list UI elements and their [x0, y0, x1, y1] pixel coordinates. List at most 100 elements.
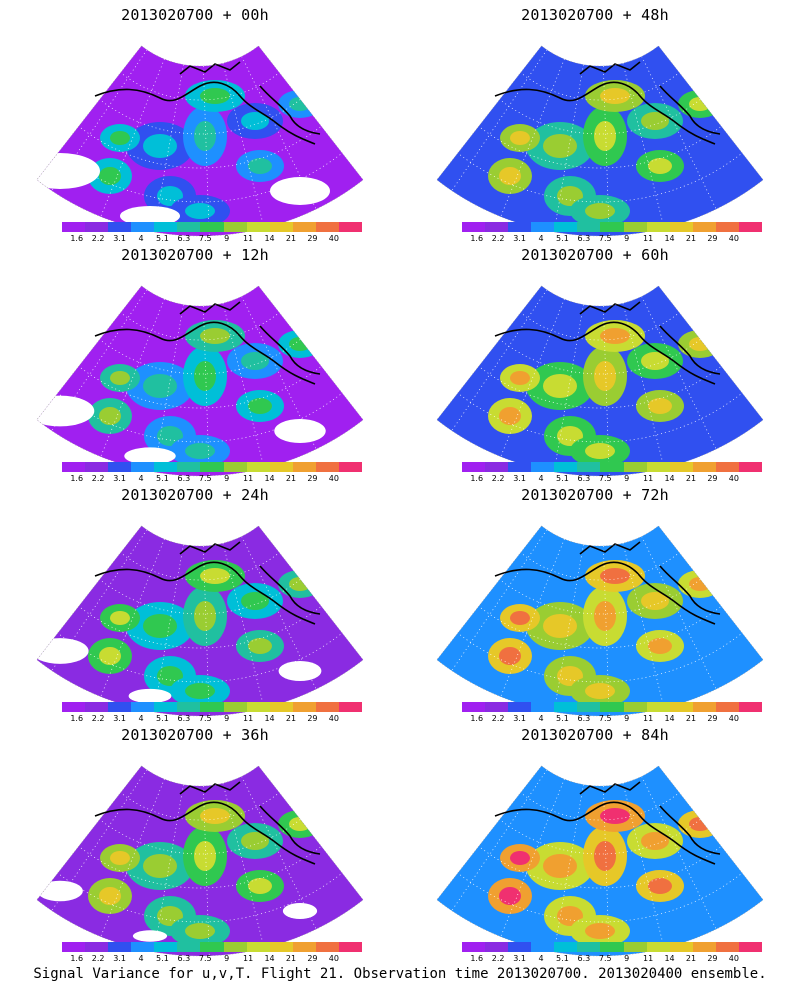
colorbar-swatch	[269, 222, 293, 232]
variance-contour	[585, 203, 615, 219]
variance-contour	[600, 328, 630, 344]
colorbar-tick-label: 9	[624, 474, 630, 483]
longitude-line	[641, 56, 717, 210]
colorbar-swatch	[269, 942, 293, 952]
variance-map	[436, 765, 764, 957]
colorbar: 1.6 2.2 3.1 4 5.1 6.3 7.5 9 11 14 21 29 40	[462, 222, 763, 244]
panel-title: 2013020700 + 24h	[121, 486, 269, 504]
variance-contour	[600, 568, 630, 584]
variance-contour	[200, 568, 230, 584]
colorbar: 1.6 2.2 3.1 4 5.1 6.3 7.5 9 11 14 21 29 40	[62, 462, 363, 484]
colorbar-tick-label: 4	[538, 474, 544, 483]
colorbar-swatch	[623, 462, 647, 472]
longitude-line	[51, 49, 148, 191]
colorbar-swatch	[600, 702, 624, 712]
colorbar-swatch	[462, 942, 486, 952]
colorbar-tick-label: 2.2	[491, 474, 505, 483]
colorbar-tick-label: 1.6	[470, 954, 484, 963]
colorbar-swatch	[131, 222, 155, 232]
colorbar-swatch	[292, 702, 316, 712]
variance-contour	[99, 647, 121, 665]
colorbar-tick-label: 21	[685, 714, 697, 723]
forecast-panel: 2013020700 + 48h 1.6 2.2 3.1 4 5.1 6.3 7.5 9 11 14…	[400, 0, 790, 245]
no-data-area	[282, 903, 318, 919]
colorbar-tick-label: 2.2	[91, 474, 105, 483]
colorbar-tick-label: 4	[138, 954, 144, 963]
colorbar-tick-label: 21	[285, 954, 297, 963]
variance-map	[36, 525, 364, 717]
colorbar-tick-label: 1.6	[470, 234, 484, 243]
colorbar-tick-label: 7.5	[598, 234, 612, 243]
variance-contour	[110, 851, 130, 865]
forecast-panel: 2013020700 + 00h 1.6 2.2 3.1 4 5.1 6.3 7.5 9 11 14…	[0, 0, 390, 245]
colorbar-tick-label: 4	[138, 474, 144, 483]
colorbar-swatch	[692, 702, 716, 712]
colorbar-swatch	[154, 702, 178, 712]
longitude-line	[241, 296, 317, 450]
variance-map	[36, 285, 364, 477]
colorbar-swatch	[600, 462, 624, 472]
longitude-line	[100, 298, 165, 457]
colorbar-tick-label: 2.2	[491, 234, 505, 243]
colorbar-swatch	[131, 462, 155, 472]
colorbar-swatch	[246, 942, 270, 952]
colorbar-tick-label: 9	[624, 234, 630, 243]
variance-contour	[241, 112, 269, 130]
colorbar-swatches	[62, 462, 363, 472]
map-boundary	[436, 285, 764, 477]
colorbar-tick-label: 6.3	[177, 234, 191, 243]
variance-contour	[557, 426, 583, 446]
variance-contour	[185, 443, 215, 459]
map-boundary	[436, 525, 764, 717]
colorbar-swatch	[646, 702, 670, 712]
longitude-line	[222, 63, 265, 229]
panel-title: 2013020700 + 72h	[521, 486, 669, 504]
longitude-line	[451, 289, 548, 431]
panel-title: 2013020700 + 60h	[521, 246, 669, 264]
colorbar-swatch	[715, 702, 739, 712]
colorbar-tick-label: 29	[707, 714, 718, 723]
colorbar-swatch	[108, 702, 132, 712]
longitude-line	[51, 289, 148, 431]
colorbar-swatch	[738, 462, 763, 472]
colorbar-swatch	[577, 942, 601, 952]
colorbar-swatch	[669, 462, 693, 472]
variance-contour	[99, 407, 121, 425]
variance-contour	[110, 371, 130, 385]
colorbar-tick-label: 3.1	[113, 714, 126, 723]
variance-contour	[600, 88, 630, 104]
variance-contour	[499, 887, 521, 905]
variance-contour	[194, 121, 216, 151]
colorbar-swatch	[246, 462, 270, 472]
colorbar-tick-label: 21	[285, 714, 297, 723]
colorbar-swatch	[154, 462, 178, 472]
no-data-area	[274, 419, 326, 443]
colorbar-tick-label: 11	[243, 714, 254, 723]
colorbar-tick-label: 5.1	[156, 954, 169, 963]
colorbar-swatch	[154, 222, 178, 232]
longitude-line	[100, 58, 165, 217]
colorbar-tick-label: 40	[328, 954, 339, 963]
variance-contour	[110, 131, 130, 145]
variance-contour	[248, 878, 272, 894]
colorbar-swatch	[738, 702, 763, 712]
colorbar-swatch	[108, 942, 132, 952]
longitude-line	[641, 536, 717, 690]
colorbar-swatch	[462, 222, 486, 232]
colorbar-swatch	[577, 222, 601, 232]
colorbar-tick-label: 9	[224, 474, 230, 483]
colorbar-tick-label: 6.3	[577, 474, 591, 483]
variance-contour	[543, 134, 577, 158]
colorbar-swatch	[508, 462, 532, 472]
longitude-line	[553, 304, 584, 473]
colorbar-swatch	[62, 222, 86, 232]
variance-map	[436, 525, 764, 717]
colorbar-swatches	[462, 222, 763, 232]
colorbar-swatch	[269, 462, 293, 472]
forecast-panel: 2013020700 + 84h 1.6 2.2 3.1 4 5.1 6.3 7.5 9 11 14…	[400, 720, 790, 965]
variance-contour	[194, 841, 216, 871]
longitude-line	[51, 769, 148, 911]
variance-contour	[241, 832, 269, 850]
panel-title: 2013020700 + 36h	[121, 726, 269, 744]
colorbar-tick-label: 40	[328, 714, 339, 723]
